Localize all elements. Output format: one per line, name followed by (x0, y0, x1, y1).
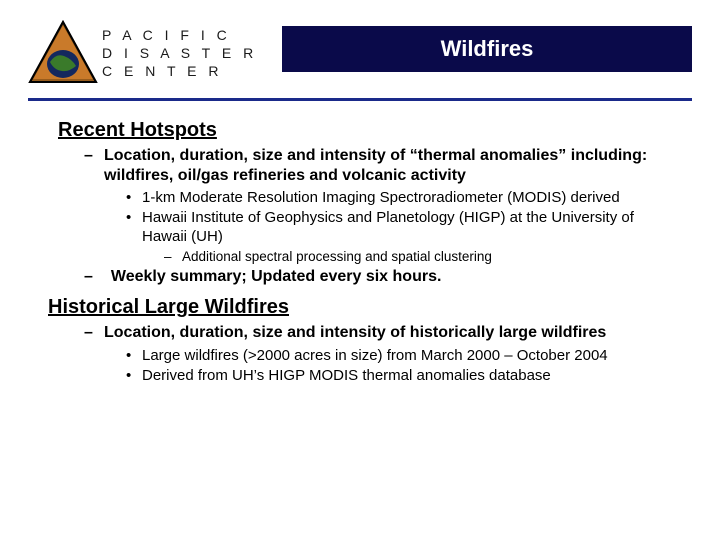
dash-icon: – (84, 268, 93, 286)
bullet-text: Location, duration, size and intensity o… (104, 324, 606, 341)
logo-line-1: P A C I F I C (102, 26, 257, 44)
bullet-level2: Derived from UH’s HIGP MODIS thermal ano… (126, 367, 680, 385)
bullet-text: Hawaii Institute of Geophysics and Plane… (142, 209, 634, 244)
logo-text: P A C I F I C D I S A S T E R C E N T E … (102, 26, 257, 80)
section-heading-recent: Recent Hotspots (58, 119, 680, 142)
header: P A C I F I C D I S A S T E R C E N T E … (28, 18, 692, 101)
slide-title: Wildfires (441, 36, 534, 62)
bullet-level2: Hawaii Institute of Geophysics and Plane… (126, 209, 680, 265)
logo: P A C I F I C D I S A S T E R C E N T E … (28, 14, 278, 92)
logo-line-3: C E N T E R (102, 62, 257, 80)
title-bar: Wildfires (282, 26, 692, 72)
bullet-level1: Location, duration, size and intensity o… (84, 323, 680, 385)
bullet-text: Weekly summary; Updated every six hours. (111, 268, 442, 286)
logo-mark (28, 20, 98, 86)
bullet-level3: Additional spectral processing and spati… (164, 249, 680, 265)
bullet-level2: Large wildfires (>2000 acres in size) fr… (126, 347, 680, 365)
logo-line-2: D I S A S T E R (102, 44, 257, 62)
content: Recent Hotspots Location, duration, size… (58, 119, 680, 385)
bullet-text: Location, duration, size and intensity o… (104, 147, 647, 184)
bullet-level1-weekly: – Weekly summary; Updated every six hour… (84, 268, 680, 286)
bullet-level1: Location, duration, size and intensity o… (84, 146, 680, 265)
section-heading-historical: Historical Large Wildfires (48, 296, 680, 319)
bullet-level2: 1-km Moderate Resolution Imaging Spectro… (126, 189, 680, 207)
